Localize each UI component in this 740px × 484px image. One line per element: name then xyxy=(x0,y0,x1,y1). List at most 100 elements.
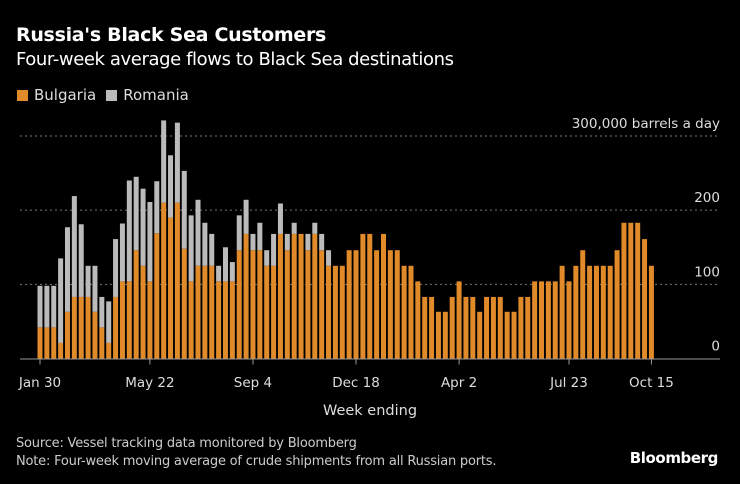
bar-bulgaria xyxy=(64,311,70,359)
bar-romania xyxy=(236,215,242,251)
x-axis-title-text: Week ending xyxy=(322,403,418,419)
bar-bulgaria xyxy=(44,327,50,359)
bar-romania xyxy=(195,199,201,266)
bar-romania xyxy=(319,233,325,251)
bar-romania xyxy=(92,265,98,312)
bar-romania xyxy=(264,250,270,266)
bar-bulgaria xyxy=(243,233,249,359)
bar-bulgaria xyxy=(250,250,256,359)
x-tick-label: Jul 23 xyxy=(549,375,588,391)
bloomberg-logo: Bloomberg xyxy=(629,449,719,467)
bar-bulgaria xyxy=(229,281,235,359)
bar-bulgaria xyxy=(580,250,586,359)
bar-bulgaria xyxy=(484,296,490,359)
method-note: Note: Four-week moving average of crude … xyxy=(16,454,497,469)
bar-romania xyxy=(257,222,263,251)
bar-bulgaria xyxy=(298,233,304,359)
bar-bulgaria xyxy=(51,327,57,359)
bar-romania xyxy=(277,203,283,234)
bar-bulgaria xyxy=(559,265,565,359)
legend-label-bulgaria: Bulgaria xyxy=(34,86,97,104)
bar-bulgaria xyxy=(539,281,545,359)
bar-bulgaria xyxy=(449,296,455,359)
bar-bulgaria xyxy=(257,250,263,359)
bar-romania xyxy=(37,285,43,328)
bar-romania xyxy=(113,239,119,297)
bar-romania xyxy=(64,227,70,312)
chart-subtitle: Four-week average flows to Black Sea des… xyxy=(16,49,454,70)
bar-romania xyxy=(51,285,57,328)
bar-bulgaria xyxy=(326,265,332,359)
x-axis-title: Week ending xyxy=(0,403,740,419)
bar-bulgaria xyxy=(264,265,270,359)
bar-bulgaria xyxy=(346,250,352,359)
bar-bulgaria xyxy=(319,250,325,359)
bar-bulgaria xyxy=(408,265,414,359)
bar-bulgaria xyxy=(490,296,496,359)
legend-item-romania: Romania xyxy=(106,86,189,104)
bar-bulgaria xyxy=(113,296,119,359)
bar-bulgaria xyxy=(387,250,393,359)
legend-swatch-romania xyxy=(106,89,118,101)
bar-romania xyxy=(99,296,105,328)
bar-bulgaria xyxy=(161,202,167,359)
bar-bulgaria xyxy=(147,281,153,359)
bar-bulgaria xyxy=(99,327,105,359)
bar-bulgaria xyxy=(360,233,366,359)
bar-bulgaria xyxy=(401,265,407,359)
bar-bulgaria xyxy=(181,248,187,359)
bar-bulgaria xyxy=(154,233,160,359)
bar-bulgaria xyxy=(222,281,228,359)
bar-bulgaria xyxy=(312,233,318,359)
bar-romania xyxy=(154,181,160,234)
chart-title: Russia's Black Sea Customers xyxy=(16,24,327,46)
bar-romania xyxy=(44,285,50,328)
bar-bulgaria xyxy=(545,281,551,359)
x-axis-labels: Jan 30 May 22 Sep 4 Dec 18 Apr 2 Jul 23 Oct 15 xyxy=(18,375,674,391)
bar-romania xyxy=(202,222,208,266)
x-tick-label: Dec 18 xyxy=(332,375,380,391)
bar-bulgaria xyxy=(648,265,654,359)
bar-romania xyxy=(222,247,228,282)
bar-bulgaria xyxy=(497,296,503,359)
y-tick-label: 100 xyxy=(694,264,720,280)
bar-bulgaria xyxy=(635,222,641,359)
bar-bulgaria xyxy=(168,217,174,359)
bar-romania xyxy=(126,180,132,282)
bar-bulgaria xyxy=(71,296,77,359)
bar-bulgaria xyxy=(614,250,620,359)
bar-bulgaria xyxy=(504,311,510,359)
bar-romania xyxy=(305,233,311,251)
bar-bulgaria xyxy=(442,311,448,359)
bar-bulgaria xyxy=(394,250,400,359)
bar-romania xyxy=(209,233,215,266)
x-tick-label: Sep 4 xyxy=(234,375,272,391)
bar-bulgaria xyxy=(126,281,132,359)
bar-bulgaria xyxy=(566,281,572,359)
bar-romania xyxy=(78,224,84,297)
bar-romania xyxy=(168,155,174,218)
bar-romania xyxy=(106,301,112,343)
bar-bulgaria xyxy=(628,222,634,359)
source-note: Source: Vessel tracking data monitored b… xyxy=(16,436,357,451)
y-tick-label: 200 xyxy=(694,190,720,206)
bar-bulgaria xyxy=(78,296,84,359)
bar-romania xyxy=(250,233,256,251)
bar-bulgaria xyxy=(621,222,627,359)
bar-bulgaria xyxy=(435,311,441,359)
bar-bulgaria xyxy=(236,250,242,359)
bar-bulgaria xyxy=(106,342,112,359)
bar-bulgaria xyxy=(216,281,222,359)
bar-bulgaria xyxy=(456,281,462,359)
x-tick-label: May 22 xyxy=(125,375,174,391)
bar-bulgaria xyxy=(209,265,215,359)
y-tick-label: 0 xyxy=(711,339,720,355)
x-tick-label: Apr 2 xyxy=(441,375,477,391)
bar-bulgaria xyxy=(470,296,476,359)
bar-bulgaria xyxy=(607,265,613,359)
y-tick-label: 300,000 barrels a day xyxy=(572,116,720,132)
bars xyxy=(37,120,654,359)
bar-bulgaria xyxy=(339,265,345,359)
bar-bulgaria xyxy=(477,311,483,359)
bar-romania xyxy=(181,170,187,249)
